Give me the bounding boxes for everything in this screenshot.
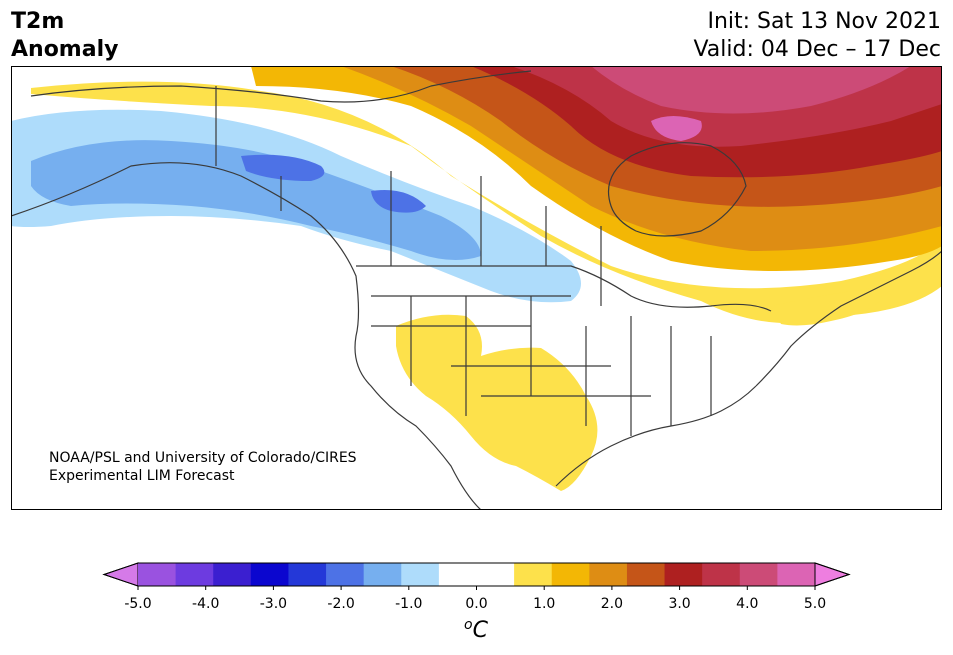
cool-contour-3b [371, 190, 426, 213]
colorbar-tick-label: 2.0 [601, 596, 623, 612]
colorbar-tick-label: -2.0 [327, 596, 354, 612]
colorbar-over-extension [814, 562, 851, 587]
warm-contour-7 [591, 66, 911, 114]
state-borders [371, 295, 712, 436]
colorbar-under-extension [102, 562, 139, 587]
credit-line-2: Experimental LIM Forecast [49, 468, 235, 484]
colorbar-unit-label: oC [464, 617, 489, 643]
valid-date: Valid: 04 Dec – 17 Dec [693, 37, 941, 62]
colorbar-cell [401, 563, 440, 586]
title-variable: T2m [11, 9, 65, 34]
province-borders [280, 171, 602, 306]
cool-contour-3 [241, 154, 325, 181]
unit-letter: C [473, 618, 489, 643]
colorbar-cell [288, 563, 327, 586]
forecast-dates: Init: Sat 13 Nov 2021 Valid: 04 Dec – 17… [693, 8, 941, 64]
colorbar-cell [514, 563, 553, 586]
colorbar-tick-label: -3.0 [260, 596, 287, 612]
credit-line-1: NOAA/PSL and University of Colorado/CIRE… [49, 450, 357, 466]
colorbar-tick-label: 1.0 [533, 596, 555, 612]
colorbar-cell [476, 563, 515, 586]
colorbar-cell [777, 563, 816, 586]
init-date: Init: Sat 13 Nov 2021 [707, 9, 941, 34]
arctic-coast [30, 70, 532, 103]
colorbar-cell [664, 563, 703, 586]
unit-degree-mark: o [464, 617, 473, 633]
colorbar-cell [250, 563, 289, 586]
anomaly-fill [11, 66, 942, 491]
warm-southwest [396, 314, 598, 491]
colorbar-cell [213, 563, 252, 586]
colorbar-tick-label: 0.0 [465, 596, 487, 612]
colorbar-tick-label: 4.0 [736, 596, 758, 612]
colorbar-cell [739, 563, 778, 586]
gulf-coast [555, 385, 757, 487]
us-canada-border [356, 265, 772, 312]
west-coast [11, 162, 482, 510]
colorbar-cell [438, 563, 477, 586]
colorbar-ticks: -5.0 -4.0 -3.0 -2.0 -1.0 0.0 1.0 2.0 3.0 4.0 5.0 [124, 586, 826, 612]
cool-contour-2 [31, 140, 481, 260]
colorbar-cell [702, 563, 741, 586]
colorbar-cell [326, 563, 365, 586]
colorbar-cell [589, 563, 628, 586]
coastlines-borders [11, 70, 942, 510]
colorbar-cell [175, 563, 214, 586]
colorbar-cell [138, 563, 177, 586]
anomaly-map [11, 66, 942, 510]
colorbar-tick-label: 3.0 [668, 596, 690, 612]
colorbar-tick-label: -1.0 [395, 596, 422, 612]
colorbar-tick-label: 5.0 [804, 596, 826, 612]
colorbar: -5.0 -4.0 -3.0 -2.0 -1.0 0.0 1.0 2.0 3.0 4.0 5.0 o… [102, 562, 851, 643]
map-title: T2m Anomaly [11, 8, 118, 64]
title-quantity: Anomaly [11, 37, 119, 62]
credit-text: NOAA/PSL and University of Colorado/CIRE… [49, 449, 357, 485]
east-coast [755, 250, 942, 387]
colorbar-tick-label: -4.0 [192, 596, 219, 612]
warm-contour-8 [651, 116, 702, 141]
colorbar-cell [626, 563, 666, 586]
colorbar-cell [363, 563, 402, 586]
map-frame [11, 66, 942, 510]
colorbar-cells [102, 562, 851, 587]
colorbar-tick-label: -5.0 [124, 596, 151, 612]
hudson-bay [607, 142, 747, 237]
colorbar-cell [551, 563, 590, 586]
